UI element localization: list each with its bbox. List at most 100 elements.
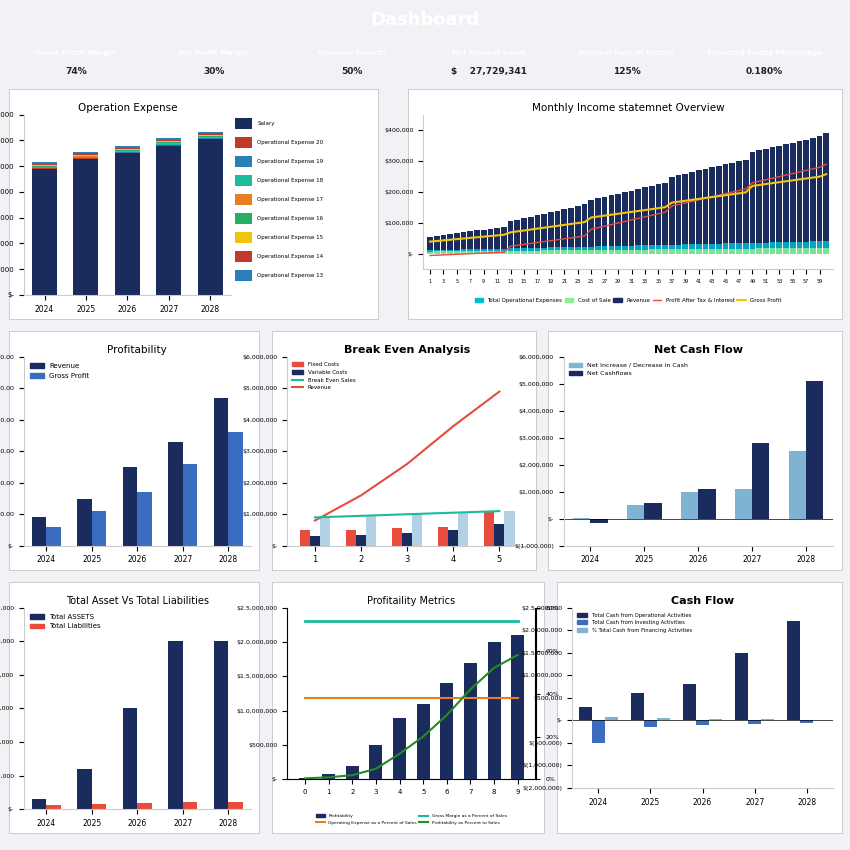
Gross Margin as a Percent of Sales [324,615,334,626]
Bar [716,166,722,254]
Bar [776,145,782,254]
Bar [790,143,796,254]
Text: 50%: 50% [341,67,362,76]
Bar [689,249,694,254]
Bar [32,518,47,546]
Bar [736,243,742,254]
Bar [588,246,594,254]
Bar [588,200,594,254]
Bar [790,242,796,254]
Gross Margin as a Percent of Sales [348,615,358,626]
Bar [817,136,823,254]
Bar [32,799,47,809]
Bar [676,175,682,254]
Bar [198,139,223,295]
Bar [440,683,453,779]
Bar [609,250,615,254]
Bar [722,164,728,254]
Bar [428,250,433,254]
Legend: Profitability, Operating Expense as a Percent of Sales, Gross Margin as a Percen: Profitability, Operating Expense as a Pe… [314,813,508,826]
Bar [416,704,430,779]
Bar [756,248,762,254]
Bar [716,249,722,254]
Bar [655,245,661,254]
Bar [168,642,183,809]
Bar [581,250,587,254]
Bar [137,803,152,809]
Bar [235,269,252,280]
Operating Expense as a Percent of Sales [371,693,381,703]
Bar [622,250,627,254]
Bar [803,248,809,254]
Revenue [402,459,412,469]
Bar [796,241,802,254]
Bar [322,774,335,779]
Bar [115,146,139,148]
Bar [770,147,775,254]
Bar [474,251,480,254]
Bar [729,243,735,254]
Revenue [356,490,366,501]
Bar [495,228,500,254]
Operating Expense as a Percent of Sales [465,693,475,703]
Bar [602,246,608,254]
Bar [806,382,824,518]
Profitability as Percent to Sales [348,770,358,780]
Bar [762,719,774,721]
Bar [783,242,789,254]
Bar [568,250,574,254]
Profit After Tax & Interest [821,159,831,169]
Line: Revenue: Revenue [315,392,499,520]
Gross Margin as a Percent of Sales [465,615,475,626]
Bar [615,194,621,254]
Bar [770,248,775,254]
Bar [198,132,223,133]
Bar [763,248,768,254]
Bar [709,244,715,254]
Bar [488,249,493,254]
Bar [676,249,682,254]
Bar [514,220,520,254]
Profitability as Percent to Sales [324,772,334,782]
Bar [729,249,735,254]
Bar [750,152,756,254]
Bar [604,717,618,721]
Bar [548,212,553,254]
Bar [588,250,594,254]
Text: Expected Equity Percentage: Expected Equity Percentage [707,50,822,56]
Bar [796,248,802,254]
Title: Cash Flow: Cash Flow [671,596,734,605]
Bar [47,805,61,809]
Bar [115,148,139,150]
Bar [595,246,601,254]
Bar [541,247,547,254]
Bar [763,149,768,254]
Bar [703,244,708,254]
Bar [356,535,366,546]
Bar [504,511,514,546]
Bar [622,192,627,254]
Text: 0.180%: 0.180% [746,67,783,76]
Bar [595,198,601,254]
Bar [32,165,57,166]
Bar [235,118,252,129]
Bar [629,250,634,254]
Line: Break Even Sales: Break Even Sales [315,511,499,518]
Line: Profit After Tax & Interest: Profit After Tax & Interest [430,164,826,256]
Bar [803,139,809,254]
Bar [440,235,446,254]
Revenue [494,387,504,397]
Bar [669,177,675,254]
Bar [548,251,553,254]
Gross Margin as a Percent of Sales [394,615,405,626]
Bar [683,245,689,254]
Gross Profit [425,236,435,246]
Bar [507,248,513,254]
Text: Internal Rate of Return: Internal Rate of Return [580,50,674,56]
Text: 30%: 30% [203,67,224,76]
Bar [581,246,587,254]
Bar [609,196,615,254]
Bar [662,245,668,254]
Break Even Sales [356,511,366,521]
Bar [440,252,446,254]
